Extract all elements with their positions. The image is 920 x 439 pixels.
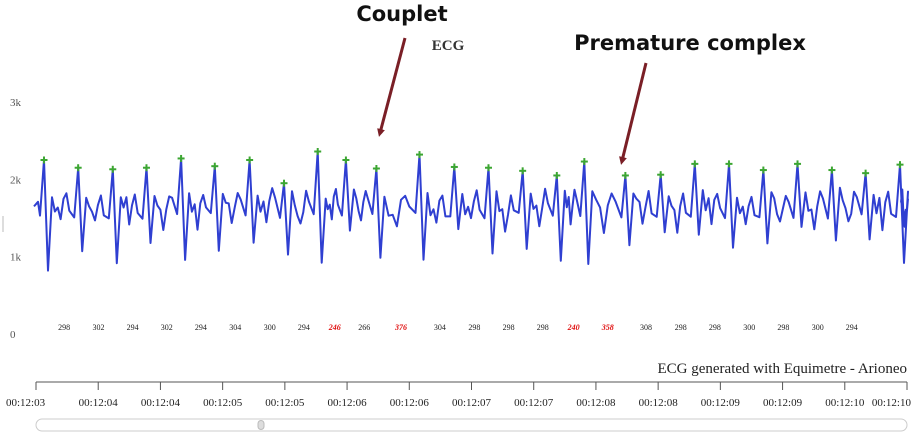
time-axis-ticks: 00:12:03 00:12:04 00:12:04 00:12:05 00:12:05… bbox=[6, 382, 911, 409]
rr-interval-label: 300 bbox=[812, 323, 824, 332]
time-axis-label: 00:12:04 bbox=[141, 397, 181, 409]
rr-interval-label: 304 bbox=[434, 323, 446, 332]
rr-interval-label: 300 bbox=[264, 323, 276, 332]
rr-interval-label: 298 bbox=[777, 323, 789, 332]
rr-interval-label: 298 bbox=[468, 323, 480, 332]
time-axis-label: 00:12:10 bbox=[872, 397, 912, 409]
rr-interval-label: 376 bbox=[394, 323, 407, 332]
r-peak-marker bbox=[416, 151, 424, 159]
rr-interval-label: 298 bbox=[58, 323, 70, 332]
rr-interval-label: 294 bbox=[127, 323, 139, 332]
r-peak-marker bbox=[314, 147, 322, 155]
premature-complex-annotation: Premature complex bbox=[574, 31, 806, 55]
r-peak-marker bbox=[828, 166, 836, 174]
r-peak-marker bbox=[109, 165, 117, 173]
r-peak-marker bbox=[759, 166, 767, 174]
y-tick-label: 1k bbox=[10, 252, 22, 264]
r-peak-marker bbox=[621, 171, 629, 179]
rr-interval-label: 308 bbox=[640, 323, 652, 332]
y-tick-label: 3k bbox=[10, 97, 22, 109]
rr-interval-label: 304 bbox=[229, 323, 241, 332]
r-peak-marker bbox=[74, 164, 82, 172]
rr-interval-label: 302 bbox=[161, 323, 173, 332]
r-peak-marker bbox=[580, 158, 588, 166]
time-axis-label: 00:12:03 bbox=[6, 397, 46, 409]
y-tick-label: 0 bbox=[10, 329, 16, 341]
r-peak-marker bbox=[553, 171, 561, 179]
ecg-trace bbox=[33, 150, 909, 272]
time-axis-label: 00:12:10 bbox=[825, 397, 865, 409]
r-peak-marker bbox=[691, 160, 699, 168]
r-peak-markers bbox=[40, 147, 904, 187]
r-peak-marker bbox=[794, 160, 802, 168]
time-axis-label: 00:12:07 bbox=[452, 397, 492, 409]
rr-interval-label: 240 bbox=[567, 323, 580, 332]
credit-label: ECG generated with Equimetre - Arioneo bbox=[657, 361, 907, 377]
time-axis-label: 00:12:08 bbox=[576, 397, 616, 409]
r-peak-marker bbox=[280, 179, 288, 187]
r-peak-marker bbox=[657, 171, 665, 179]
r-peak-marker bbox=[211, 162, 219, 170]
r-peak-marker bbox=[862, 169, 870, 177]
rr-interval-label: 300 bbox=[743, 323, 755, 332]
scrollbar-thumb[interactable] bbox=[257, 420, 265, 430]
time-axis-label: 00:12:09 bbox=[763, 397, 803, 409]
time-axis-label: 00:12:05 bbox=[203, 397, 243, 409]
time-axis-label: 00:12:06 bbox=[390, 397, 430, 409]
couplet-annotation: Couplet bbox=[356, 2, 447, 26]
r-peak-marker bbox=[372, 165, 380, 173]
chart-title: ECG bbox=[432, 38, 465, 54]
r-peak-marker bbox=[142, 164, 150, 172]
rr-interval-label: 302 bbox=[93, 323, 105, 332]
premature-complex-arrow bbox=[619, 62, 648, 165]
rr-interval-label: 358 bbox=[601, 323, 614, 332]
rr-interval-labels: 298 302 294 302 294 304 300 294 246 266 376 304 298 2… bbox=[58, 323, 858, 332]
rr-interval-label: 298 bbox=[503, 323, 515, 332]
r-peak-marker bbox=[177, 154, 185, 162]
scrollbar-track[interactable] bbox=[35, 418, 908, 432]
r-peak-marker bbox=[725, 160, 733, 168]
r-peak-marker bbox=[485, 164, 493, 172]
rr-interval-label: 294 bbox=[298, 323, 310, 332]
rr-interval-label: 298 bbox=[537, 323, 549, 332]
r-peak-marker bbox=[896, 161, 904, 169]
rr-interval-label: 294 bbox=[846, 323, 858, 332]
rr-interval-label: 266 bbox=[358, 323, 370, 332]
time-axis-label: 00:12:08 bbox=[639, 397, 679, 409]
time-axis-label: 00:12:09 bbox=[701, 397, 741, 409]
r-peak-marker bbox=[342, 156, 350, 164]
couplet-arrow bbox=[377, 37, 407, 137]
rr-interval-label: 298 bbox=[675, 323, 687, 332]
rr-interval-label: 298 bbox=[709, 323, 721, 332]
y-tick-label: 2k bbox=[10, 174, 22, 186]
r-peak-marker bbox=[519, 167, 527, 175]
rr-interval-label: 294 bbox=[195, 323, 207, 332]
y-axis-ticks: 0 1k 2k 3k bbox=[10, 97, 22, 341]
r-peak-marker bbox=[40, 156, 48, 164]
r-peak-marker bbox=[246, 156, 254, 164]
time-axis-label: 00:12:04 bbox=[79, 397, 119, 409]
time-axis-label: 00:12:06 bbox=[328, 397, 368, 409]
time-axis-label: 00:12:05 bbox=[265, 397, 305, 409]
time-axis-label: 00:12:07 bbox=[514, 397, 554, 409]
r-peak-marker bbox=[450, 163, 458, 171]
rr-interval-label: 246 bbox=[328, 323, 341, 332]
